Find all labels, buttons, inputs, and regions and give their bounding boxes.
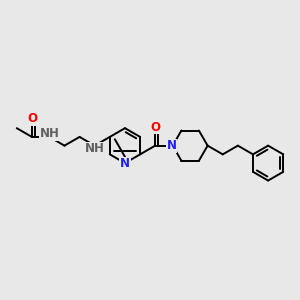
Text: NH: NH — [85, 142, 105, 155]
Text: N: N — [167, 139, 177, 152]
Text: N: N — [120, 158, 130, 170]
Text: NH: NH — [39, 127, 59, 140]
Text: O: O — [27, 112, 37, 125]
Text: O: O — [150, 121, 160, 134]
